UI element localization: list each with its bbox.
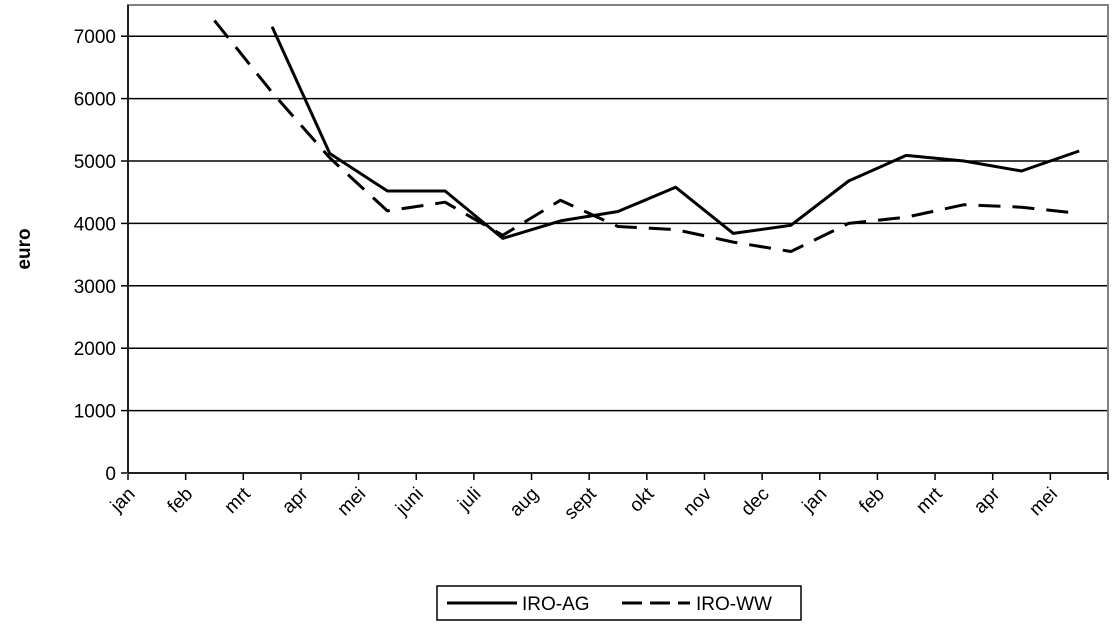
x-tick-label-sept: sept <box>560 483 601 524</box>
x-tick-label-jan: jan <box>106 484 139 517</box>
y-tick-label-7000: 7000 <box>74 27 116 48</box>
x-tick-label-aug: aug <box>506 484 543 521</box>
x-tick-label-nov: nov <box>679 483 716 520</box>
y-tick-label-6000: 6000 <box>74 90 116 111</box>
y-tick-labels: 0 1000 2000 3000 4000 5000 6000 7000 <box>74 27 116 485</box>
x-tick-label-feb: feb <box>164 484 198 518</box>
x-tick-label-apr: apr <box>278 483 313 518</box>
legend-label-iro-ag: IRO-AG <box>522 594 590 615</box>
x-tick-label-apr: apr <box>970 483 1005 518</box>
series-line-iro-ag <box>270 26 1080 240</box>
grid <box>121 35 1109 480</box>
x-tick-label-dec: dec <box>737 484 774 521</box>
x-tick-label-mei: mei <box>1025 484 1062 521</box>
plot-area-frame <box>127 4 1109 474</box>
x-tick-label-juni: juni <box>391 484 427 520</box>
y-axis-title: euro <box>14 228 35 269</box>
x-tick-label-jan: jan <box>798 484 831 517</box>
y-tick-label-0: 0 <box>105 464 116 485</box>
x-tick-label-juli: juli <box>453 484 485 516</box>
x-tick-label-okt: okt <box>626 483 659 516</box>
axes <box>127 5 1108 474</box>
x-tick-labels: jan feb mrt apr mei juni juli aug sept okt nov dec j… <box>106 483 1062 524</box>
y-tick-label-5000: 5000 <box>74 152 116 173</box>
series <box>213 19 1080 253</box>
y-tick-label-2000: 2000 <box>74 339 116 360</box>
y-tick-label-1000: 1000 <box>74 402 116 423</box>
x-tick-label-mei: mei <box>334 484 371 521</box>
x-tick-label-mrt: mrt <box>912 483 947 518</box>
x-tick-label-feb: feb <box>855 484 889 518</box>
y-tick-label-4000: 4000 <box>74 214 116 235</box>
legend: IRO-AG IRO-WW <box>436 585 802 621</box>
series-line-iro-ww <box>213 19 1080 253</box>
x-tick-label-mrt: mrt <box>221 483 256 518</box>
legend-label-iro-ww: IRO-WW <box>696 594 772 615</box>
y-tick-label-3000: 3000 <box>74 277 116 298</box>
